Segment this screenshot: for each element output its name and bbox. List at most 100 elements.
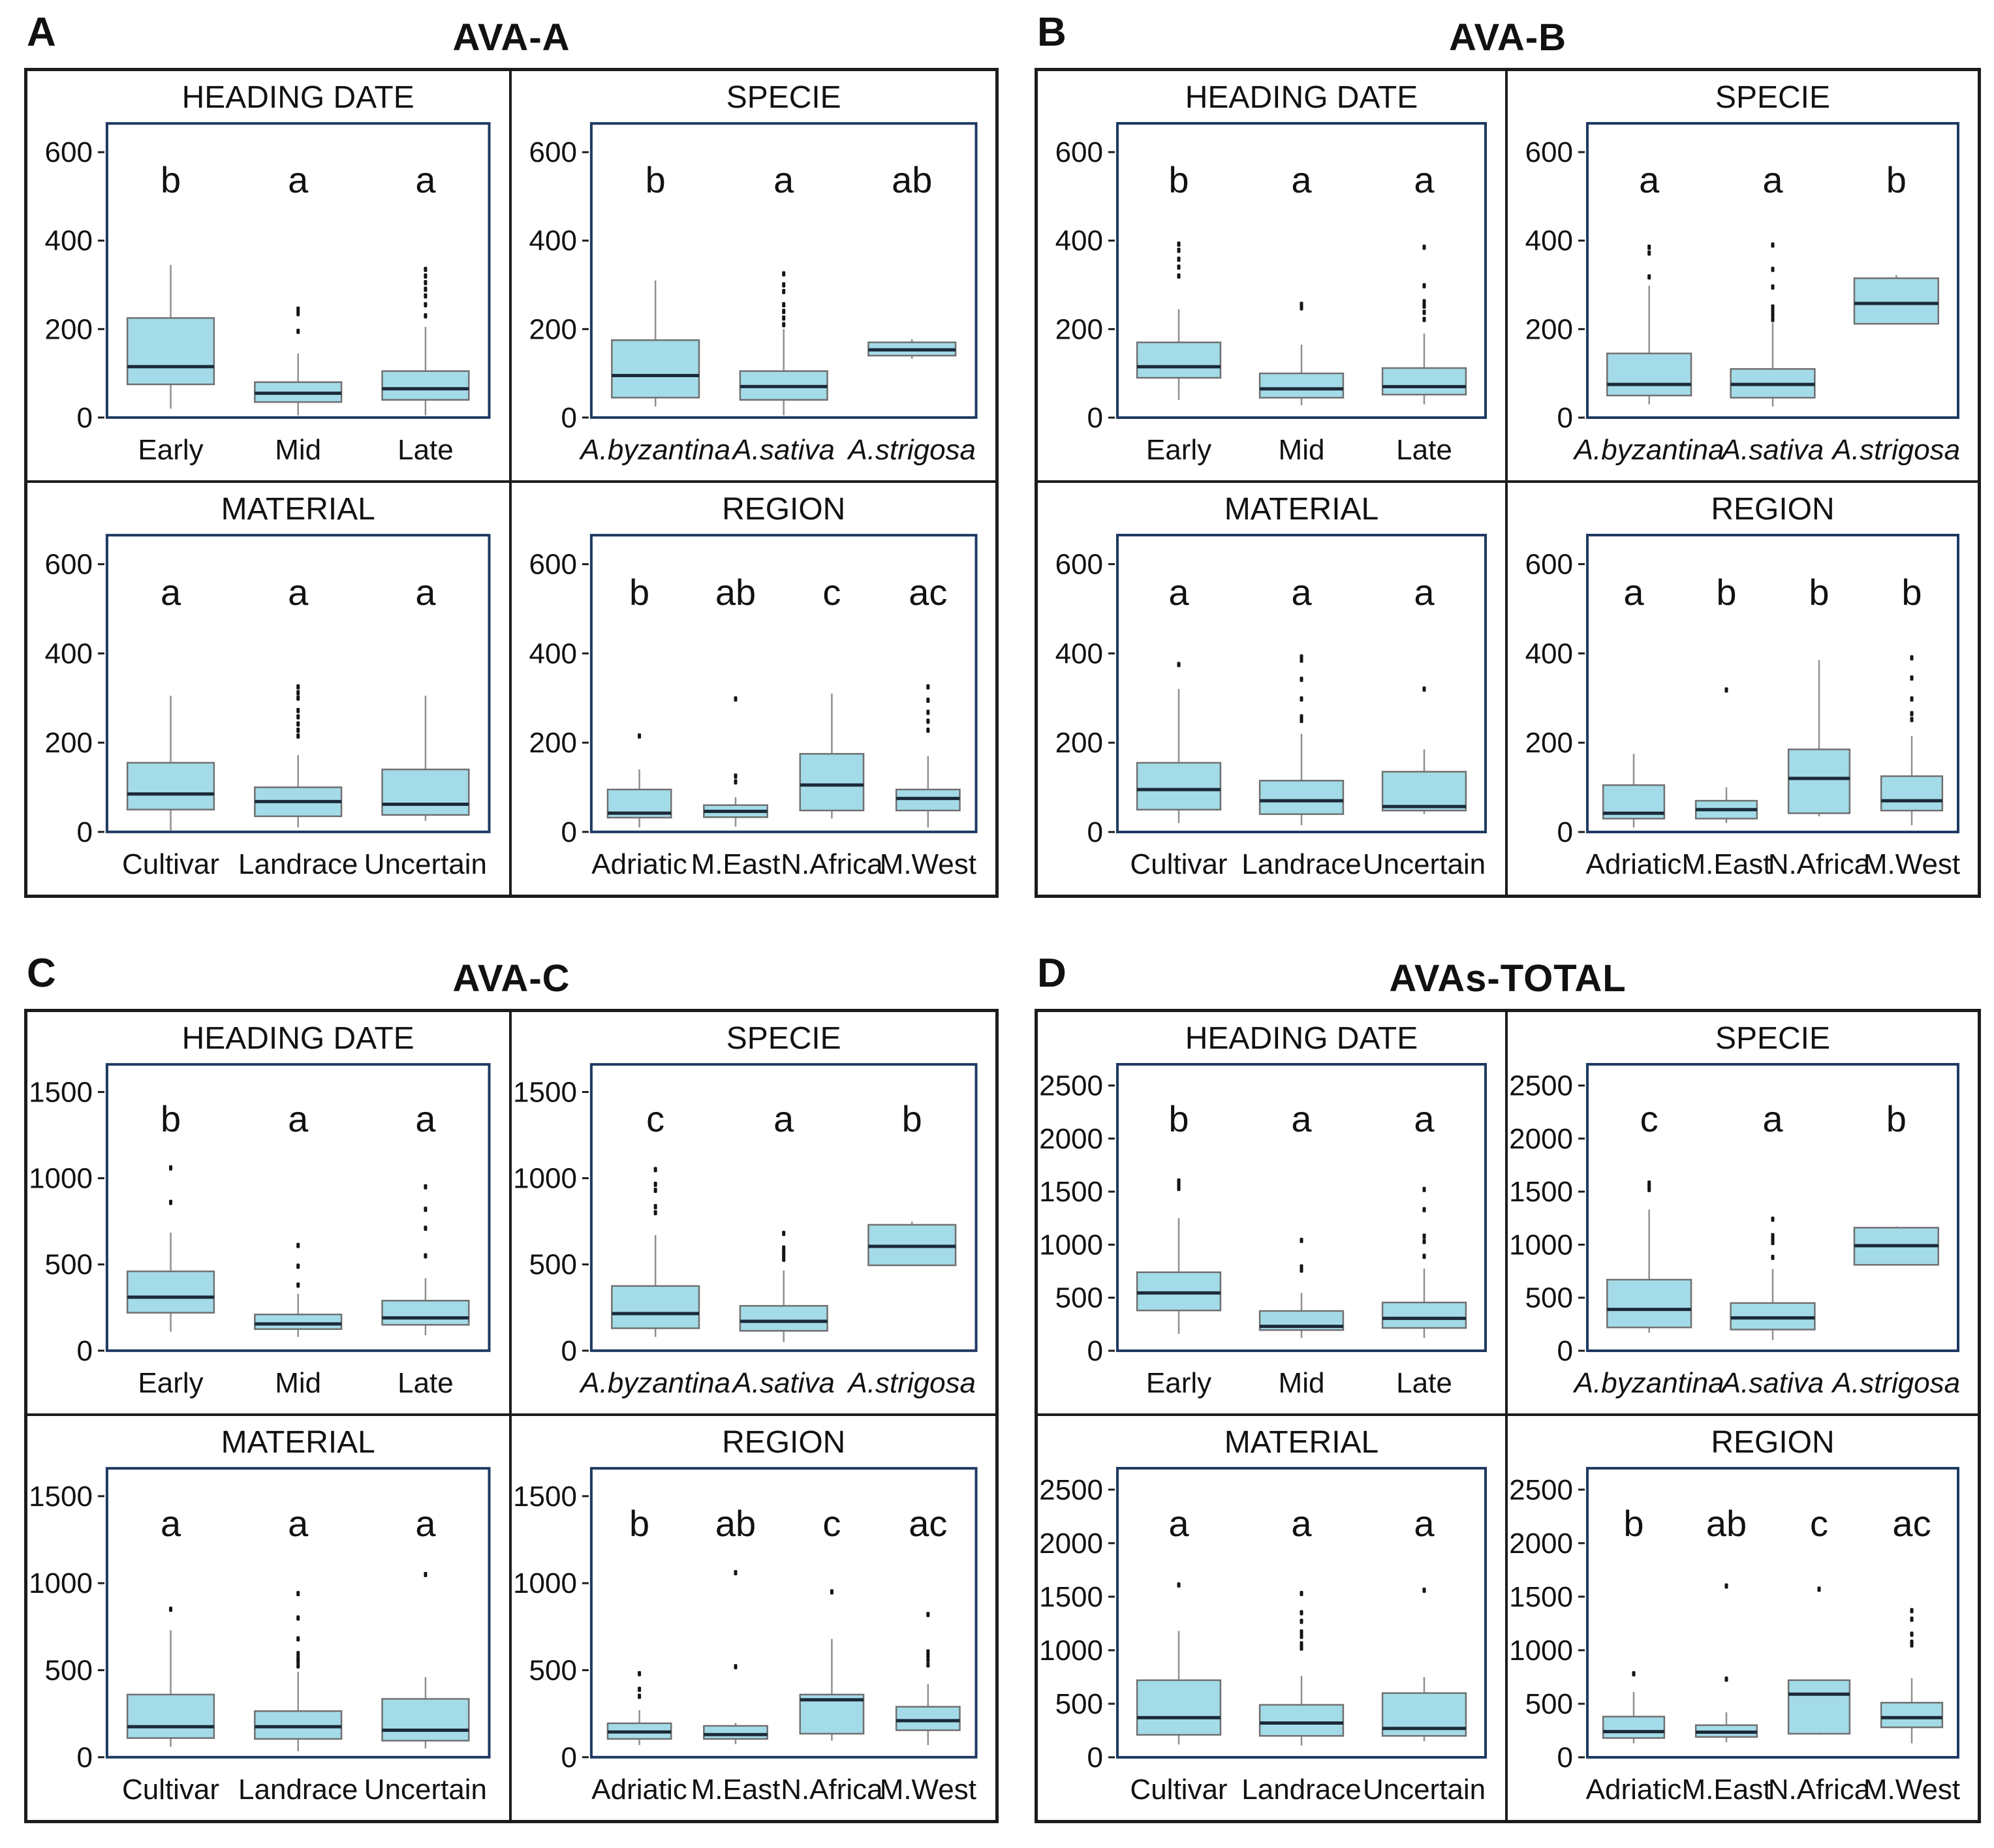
sig-letter-adriatic: a — [1623, 572, 1644, 613]
sig-letter-m-west: ac — [909, 572, 947, 613]
box-adriatic — [1602, 1716, 1666, 1739]
outlier-late — [424, 1207, 428, 1212]
box-landrace — [254, 1710, 343, 1740]
outlier-early — [1177, 273, 1181, 279]
x-label-a-byzantina: A.byzantina — [578, 1367, 730, 1399]
panel-title: AVA-C — [452, 957, 570, 1000]
outlier-landrace — [296, 1636, 300, 1642]
sig-letter-a-byzantina: c — [646, 1098, 664, 1139]
outlier-late — [424, 302, 428, 308]
box-m-west — [1880, 1702, 1944, 1729]
x-label-m-east: M.East — [691, 848, 780, 880]
outlier-landrace — [1300, 654, 1303, 660]
outlier-m-west — [1910, 696, 1914, 702]
box-m-west — [1880, 775, 1944, 812]
x-label-m-east: M.East — [1682, 1774, 1771, 1806]
subplot-title-material: MATERIAL — [1224, 1425, 1379, 1460]
y-tick-label: 600 — [45, 549, 93, 581]
outlier-landrace — [296, 714, 300, 720]
panel-frame: HEADING DATE 0 500 1000 1500 2000 2500 b Early a M… — [1035, 1009, 1981, 1823]
box-cultivar — [126, 762, 215, 810]
subplot-title-heading-date: HEADING DATE — [1185, 80, 1418, 115]
outlier-m-east — [1724, 1676, 1728, 1682]
x-label-a-sativa: A.sativa — [1720, 434, 1824, 466]
panel-letter-b: B — [1037, 10, 1067, 55]
subplot-cell-specie: SPECIE 0 500 1000 1500 2000 2500 c A.byzantina a A… — [1508, 1012, 1978, 1416]
subplot-cell-region: REGION 0 200 400 600 a Adriatic b M.East b N.Afric… — [1508, 483, 1978, 895]
outlier-m-west — [926, 684, 929, 690]
outlier-adriatic — [1632, 1671, 1636, 1677]
y-tick-label: 600 — [45, 136, 93, 168]
panel-header: C AVA-C — [24, 949, 999, 1009]
outlier-adriatic — [637, 1693, 641, 1699]
subplot-cell-specie: SPECIE 0 500 1000 1500 c A.byzantina a A.sativa b… — [511, 1012, 995, 1416]
outlier-mid — [296, 311, 300, 316]
box-early — [126, 1270, 215, 1314]
subplot-cell-heading-date: HEADING DATE 0 500 1000 1500 2000 2500 b Early a M… — [1038, 1012, 1508, 1416]
subplot-title-specie: SPECIE — [1715, 80, 1830, 115]
outlier-landrace — [296, 684, 300, 690]
box-a-byzantina — [610, 339, 700, 399]
outlier-a-sativa — [781, 282, 785, 288]
y-tick-label: 500 — [1525, 1282, 1573, 1314]
outlier-late — [1422, 309, 1426, 315]
y-tick-label: 500 — [529, 1249, 576, 1281]
outlier-mid — [1300, 1237, 1303, 1243]
outlier-late — [1422, 283, 1426, 288]
y-tick-label: 0 — [76, 402, 92, 434]
box-a-byzantina — [1606, 352, 1692, 397]
sig-letter-a-byzantina: a — [1639, 159, 1660, 200]
panel-ava-b: B AVA-B HEADING DATE 0 200 400 600 b Early a Mid a L… — [1035, 8, 1981, 898]
outlier-early — [169, 1199, 173, 1205]
sig-letter-landrace: a — [288, 572, 309, 613]
box-a-strigosa — [1853, 277, 1939, 325]
box-early — [126, 317, 215, 386]
outlier-landrace — [296, 690, 300, 696]
box-a-byzantina — [1606, 1278, 1692, 1329]
y-tick-label: 1500 — [1039, 1176, 1103, 1208]
outlier-a-sativa — [1771, 284, 1775, 290]
x-label-a-strigosa: A.strigosa — [1831, 434, 1961, 466]
outlier-landrace — [1300, 1590, 1303, 1596]
y-tick-label: 400 — [1525, 225, 1573, 257]
box-a-sativa — [739, 1304, 828, 1332]
outlier-uncertain — [1422, 686, 1426, 692]
sig-letter-m-west: b — [1901, 572, 1922, 613]
subplot-heading-date: HEADING DATE 0 200 400 600 b Early a Mid a Late — [45, 80, 491, 466]
subplot-material: MATERIAL 0 500 1000 1500 2000 2500 a Cultivar a La… — [1039, 1425, 1487, 1806]
outlier-m-east — [734, 696, 738, 702]
subplot-title-region: REGION — [722, 492, 845, 527]
subplot-heading-date: HEADING DATE 0 500 1000 1500 2000 2500 b Early a M… — [1039, 1021, 1487, 1399]
outlier-landrace — [296, 695, 300, 701]
box-n-africa — [1787, 748, 1851, 814]
y-tick-label: 1500 — [1509, 1581, 1573, 1613]
outlier-m-west — [926, 1612, 929, 1618]
subplot-region: REGION 0 500 1000 1500 2000 2500 b Adriatic ab M.E… — [1509, 1425, 1960, 1806]
outlier-landrace — [296, 1663, 300, 1669]
y-tick-label: 1000 — [1039, 1635, 1103, 1667]
sig-letter-m-west: ac — [909, 1503, 947, 1544]
subplot-heading-date: HEADING DATE 0 500 1000 1500 b Early a Mid a Late — [29, 1021, 491, 1399]
box-m-west — [895, 1706, 961, 1731]
outlier-landrace — [296, 1651, 300, 1657]
y-tick-label: 600 — [529, 136, 576, 168]
sig-letter-landrace: a — [1291, 572, 1312, 613]
outlier-m-west — [926, 718, 929, 724]
outlier-landrace — [296, 733, 300, 739]
outlier-a-sativa — [781, 315, 785, 321]
sig-letter-cultivar: a — [161, 1503, 181, 1544]
outlier-a-byzantina — [1647, 250, 1651, 256]
subplot-material: MATERIAL 0 200 400 600 a Cultivar a Landrace a Unc… — [45, 492, 491, 880]
panel-ava-c: C AVA-C HEADING DATE 0 500 1000 1500 b Early a Mid… — [24, 949, 999, 1823]
outlier-n-africa — [830, 1589, 833, 1595]
outlier-early — [1177, 264, 1181, 270]
outlier-late — [424, 1253, 428, 1259]
y-tick-label: 0 — [1087, 402, 1103, 434]
sig-letter-uncertain: a — [415, 1503, 436, 1544]
outlier-landrace — [296, 1655, 300, 1661]
sig-letter-a-sativa: a — [1762, 159, 1783, 200]
panel-header: D AVAs-TOTAL — [1035, 949, 1981, 1009]
y-tick-label: 600 — [1525, 136, 1573, 168]
x-label-a-strigosa: A.strigosa — [846, 1367, 976, 1399]
sig-letter-early: b — [161, 1098, 181, 1139]
